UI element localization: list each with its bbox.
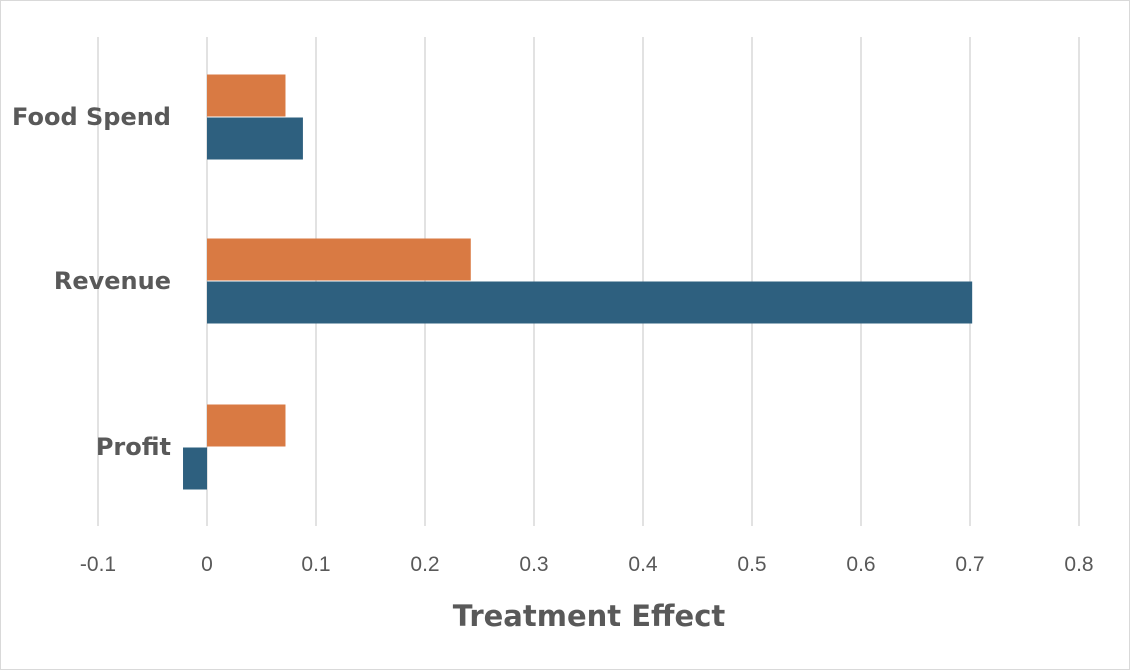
- bar: [207, 404, 286, 447]
- x-tick-labels: -0.1 0 0.1 0.2 0.3 0.4 0.5 0.6 0.7 0.8: [80, 553, 1094, 576]
- x-tick-label: 0.4: [628, 553, 658, 576]
- bar: [207, 238, 471, 281]
- x-tick-label: 0.8: [1064, 553, 1093, 576]
- bar: [183, 447, 207, 490]
- bar: [207, 281, 973, 324]
- category-label: Profit: [96, 433, 171, 461]
- x-axis-title: Treatment Effect: [453, 599, 726, 633]
- x-tick-label: 0.3: [519, 553, 548, 576]
- x-tick-label: 0.5: [737, 553, 766, 576]
- bar: [207, 74, 286, 117]
- x-tick-label: 0.7: [955, 553, 984, 576]
- bar: [207, 117, 303, 160]
- x-tick-label: -0.1: [80, 553, 116, 576]
- category-label: Revenue: [54, 267, 171, 295]
- category-label: Food Spend: [12, 103, 171, 131]
- x-tick-label: 0: [201, 553, 213, 576]
- category-labels: Food Spend Revenue Profit: [12, 103, 171, 461]
- bars: [183, 74, 973, 490]
- x-tick-label: 0.1: [301, 553, 330, 576]
- x-tick-label: 0.6: [846, 553, 875, 576]
- x-tick-label: 0.2: [410, 553, 439, 576]
